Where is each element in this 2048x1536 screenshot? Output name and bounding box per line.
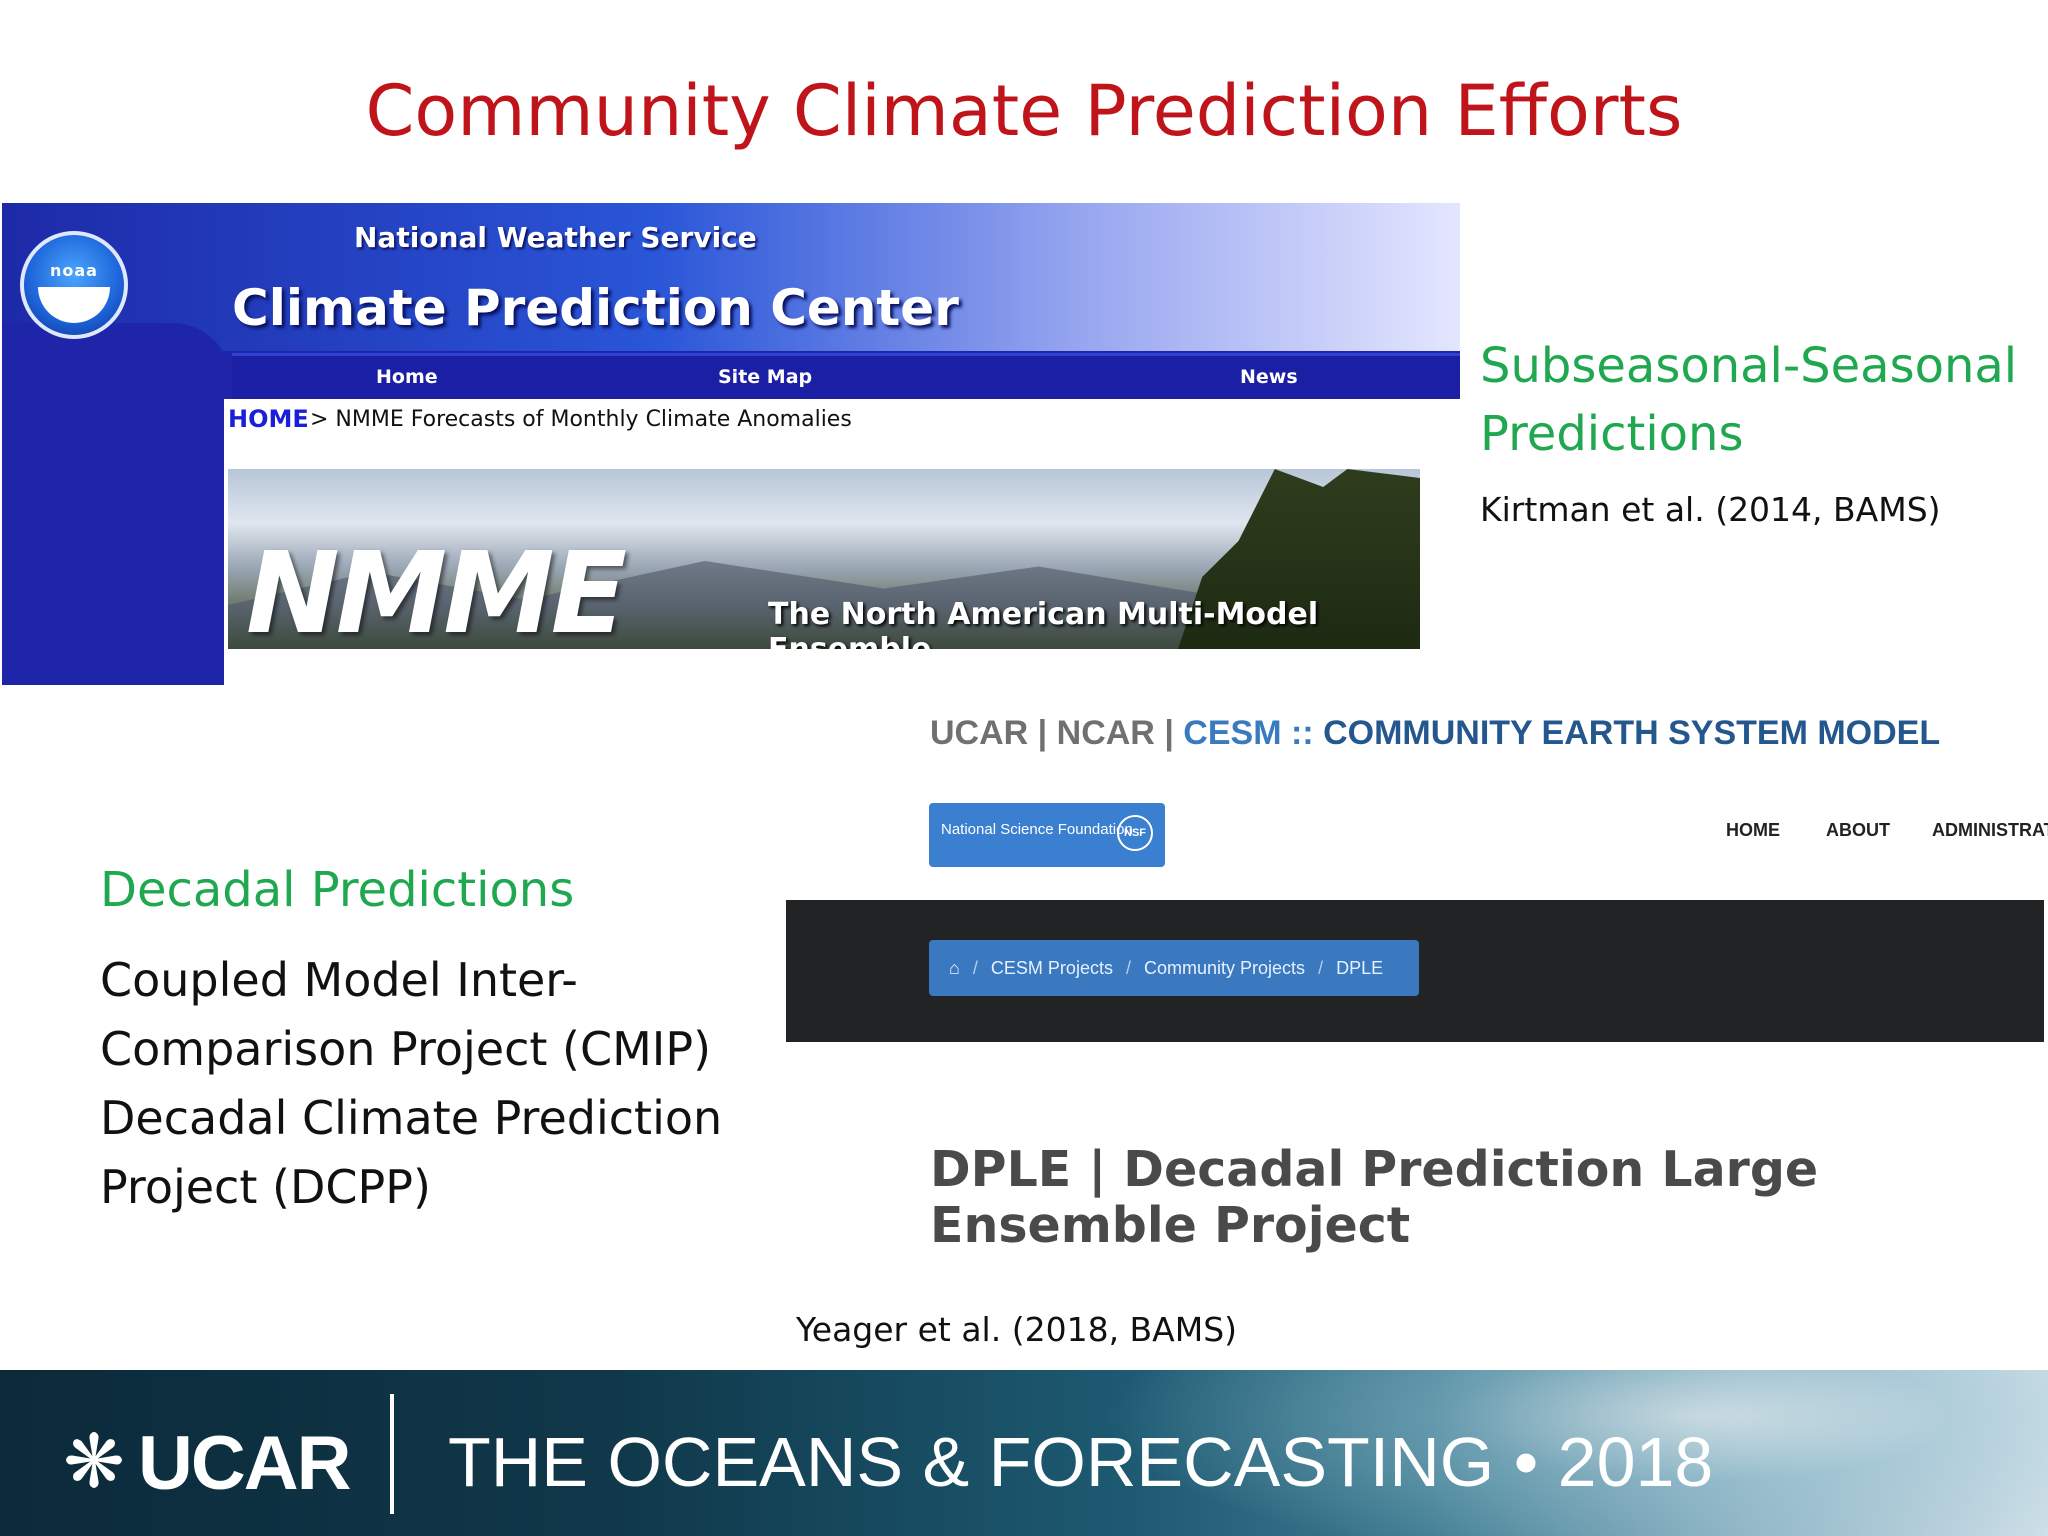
nmme-tagline: The North American Multi-Model Ensemble <box>768 597 1319 649</box>
breadcrumb-community-projects[interactable]: Community Projects <box>1144 958 1306 978</box>
ncar-link[interactable]: NCAR <box>1056 714 1155 752</box>
footer-event-title: THE OCEANS & FORECASTING • 2018 <box>448 1423 1714 1501</box>
breadcrumb-separator: / <box>1125 958 1131 978</box>
cesm-topbar: UCAR | NCAR | CESM :: COMMUNITY EARTH SY… <box>930 714 1940 753</box>
ucar-logo-text: UCAR <box>138 1421 352 1506</box>
footer-wave-shape <box>1100 1370 2048 1536</box>
cpc-nav-site-map[interactable]: Site Map <box>718 366 813 388</box>
cpc-breadcrumb-home-link[interactable]: HOME <box>228 405 309 433</box>
noaa-logo-icon: noaa <box>20 231 128 339</box>
topbar-separator: :: <box>1290 714 1314 752</box>
topbar-separator: | <box>1037 714 1048 752</box>
breadcrumb-separator: / <box>1318 958 1324 978</box>
noaa-logo-text: noaa <box>50 261 98 280</box>
cesm-breadcrumb: ⌂ / CESM Projects / Community Projects /… <box>929 940 1419 996</box>
list-item: Coupled Model Inter-Comparison Project (… <box>100 953 712 1076</box>
cpc-content-area: HOME > NMME Forecasts of Monthly Climate… <box>224 399 1460 685</box>
nws-title: National Weather Service <box>354 221 757 254</box>
footer-banner: ❋ UCAR THE OCEANS & FORECASTING • 2018 <box>0 1370 2048 1536</box>
ucar-link[interactable]: UCAR <box>930 714 1029 752</box>
cpc-header <box>2 203 1460 351</box>
cpc-nav-news[interactable]: News <box>1240 366 1298 388</box>
topbar-separator: | <box>1164 714 1174 752</box>
cesm-link[interactable]: CESM <box>1183 714 1282 752</box>
nmme-logo: NMME <box>246 529 627 649</box>
cesm-nav-administration[interactable]: ADMINISTRAT <box>1932 820 2048 840</box>
noaa-wave-shape <box>38 287 110 323</box>
cesm-screenshot: UCAR | NCAR | CESM :: COMMUNITY EARTH SY… <box>786 706 2048 1266</box>
cpc-nav-home[interactable]: Home <box>376 366 438 388</box>
cpc-breadcrumb-current: > NMME Forecasts of Monthly Climate Anom… <box>310 407 852 432</box>
cesm-full-name[interactable]: COMMUNITY EARTH SYSTEM MODEL <box>1323 714 1941 752</box>
dple-page-title: DPLE | Decadal Prediction Large Ensemble… <box>930 1141 1819 1254</box>
footer-divider <box>390 1394 394 1514</box>
nsf-badge[interactable]: National Science Foundation NSF <box>929 803 1165 867</box>
cesm-dark-bar: ⌂ / CESM Projects / Community Projects /… <box>786 900 2044 1042</box>
subseasonal-heading: Subseasonal-Seasonal Predictions <box>1480 338 2018 462</box>
cpc-nmme-screenshot: noaa National Weather Service Climate Pr… <box>2 203 1460 685</box>
kirtman-reference: Kirtman et al. (2014, BAMS) <box>1480 490 1941 529</box>
list-item: Decadal Climate Prediction Project (DCPP… <box>100 1091 723 1214</box>
cpc-site-title: Climate Prediction Center <box>232 279 959 337</box>
yeager-reference: Yeager et al. (2018, BAMS) <box>796 1310 1238 1349</box>
slide-title: Community Climate Prediction Efforts <box>365 70 1683 152</box>
breadcrumb-cesm-projects[interactable]: CESM Projects <box>990 958 1113 978</box>
cpc-nav-bar: Home Site Map News <box>232 353 1460 402</box>
cesm-nav-home[interactable]: HOME <box>1726 820 1780 840</box>
decadal-project-list: Coupled Model Inter-Comparison Project (… <box>100 946 780 1222</box>
nmme-banner: NMME The North American Multi-Model Ense… <box>228 469 1420 649</box>
cesm-nav-about[interactable]: ABOUT <box>1826 820 1890 840</box>
nsf-badge-text: National Science Foundation <box>941 821 1133 838</box>
breadcrumb-separator: / <box>972 958 978 978</box>
decadal-heading: Decadal Predictions <box>100 862 575 918</box>
nsf-seal-icon: NSF <box>1117 815 1153 851</box>
home-icon[interactable]: ⌂ <box>949 958 960 978</box>
breadcrumb-dple: DPLE <box>1336 958 1384 978</box>
ucar-star-icon: ❋ <box>62 1419 125 1505</box>
cpc-header-curve <box>2 323 232 383</box>
